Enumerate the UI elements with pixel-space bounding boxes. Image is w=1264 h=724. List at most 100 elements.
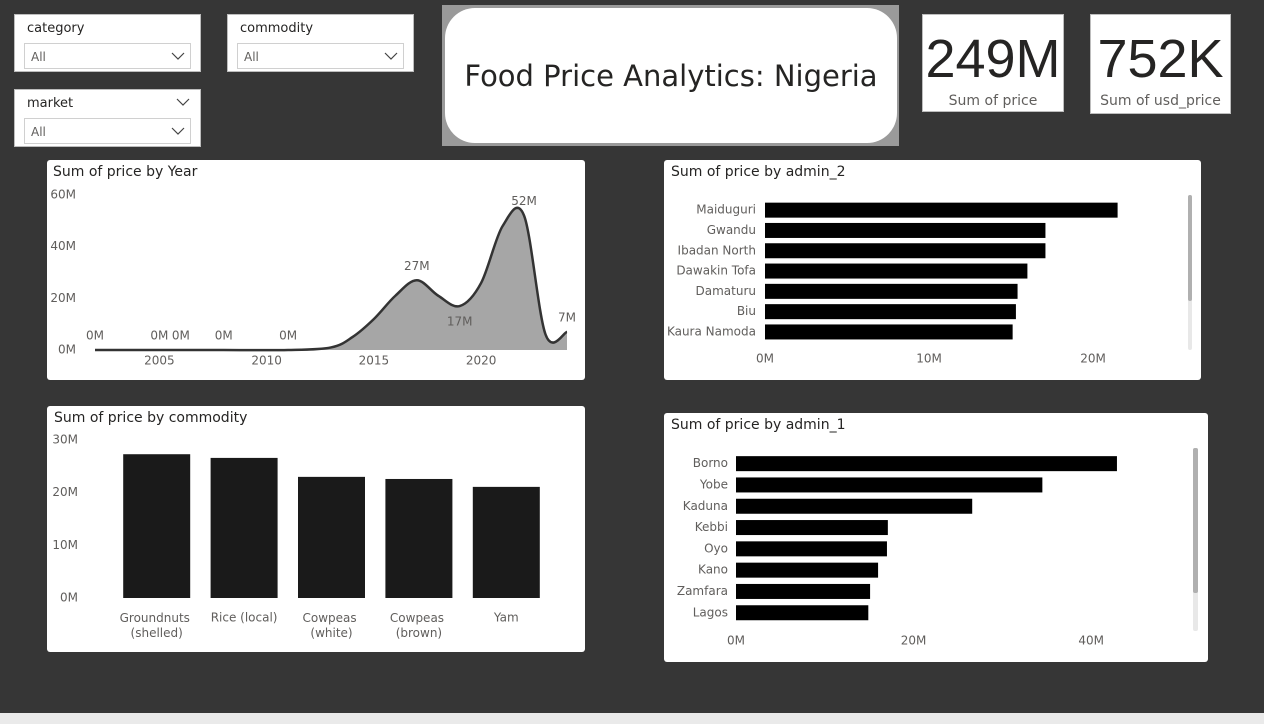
data-label: 0M: [279, 329, 297, 343]
line: [94, 206, 568, 352]
x-tick-label: 0M: [756, 352, 774, 366]
bar: [765, 304, 1016, 320]
dropdown-value: All: [31, 50, 46, 64]
dropdown[interactable]: All: [237, 43, 404, 69]
slicer[interactable]: category All: [14, 14, 201, 72]
slicer[interactable]: commodity All: [227, 14, 414, 72]
data-label: 52M: [511, 194, 537, 208]
bar: [765, 243, 1046, 259]
x-tick-label: 2010: [251, 354, 282, 368]
bar: [765, 283, 1018, 299]
bar: [765, 324, 1013, 340]
x-tick-label: 0M: [727, 634, 745, 648]
kpi-label: Sum of price: [948, 93, 1038, 109]
chart-title: Sum of price by commodity: [54, 410, 247, 426]
y-tick-label: Ibadan North: [678, 243, 756, 257]
y-tick-label: Dawakin Tofa: [676, 264, 756, 278]
bar: [736, 456, 1117, 472]
dropdown[interactable]: All: [24, 118, 191, 144]
chevron[interactable]: [176, 98, 190, 106]
scrollbar-thumb[interactable]: [1188, 195, 1192, 301]
y-tick-label: Zamfara: [677, 584, 728, 598]
slicer-label: category: [27, 21, 85, 36]
x-tick-label: Cowpeas (white): [303, 611, 361, 640]
data-label: 0M: [150, 329, 168, 343]
y-tick-label: 0M: [60, 591, 78, 605]
y-tick-label: 40M: [50, 239, 76, 253]
y-tick-label: Lagos: [693, 605, 728, 619]
bar: [210, 457, 278, 598]
bar: [123, 454, 191, 598]
data-label: 17M: [447, 315, 473, 329]
y-tick-label: Maiduguri: [696, 203, 756, 217]
bar: [736, 520, 888, 536]
area: [95, 207, 567, 351]
y-tick-label: Yobe: [699, 477, 728, 491]
kpi-card: 752K Sum of usd_price: [1090, 14, 1231, 114]
x-tick-label: Yam: [493, 611, 519, 625]
kpi-value: 752K: [1097, 29, 1224, 89]
data-label: 0M: [172, 329, 190, 343]
y-tick-label: Borno: [693, 456, 728, 470]
bar: [765, 222, 1046, 238]
chart-panel: Sum of price by Year 0M 20M 40M 60M 2005 2010…: [47, 160, 585, 380]
bar: [472, 486, 540, 598]
title-box: Food Price Analytics: Nigeria: [442, 5, 899, 146]
data-label: 0M: [215, 329, 233, 343]
x-tick-label: Cowpeas (brown): [390, 611, 448, 640]
x-tick-label: Rice (local): [211, 611, 278, 625]
kpi-label: Sum of usd_price: [1100, 93, 1221, 109]
bar: [736, 562, 879, 578]
bar: [298, 476, 365, 598]
chart-panel: Sum of price by admin_1 0M 20M 40M Borno Yob…: [664, 413, 1208, 662]
bar: [765, 263, 1028, 279]
bar: [736, 605, 869, 621]
data-label: 27M: [404, 259, 430, 273]
y-tick-label: 30M: [52, 433, 78, 447]
y-tick-label: Oyo: [704, 541, 728, 555]
chevron: [171, 127, 185, 135]
slicer-label: market: [27, 96, 74, 111]
bar: [385, 478, 453, 598]
y-tick-label: Biu: [737, 304, 756, 318]
scrollbar-thumb[interactable]: [1193, 448, 1198, 593]
chart-panel: Sum of price by commodity 0M 10M 20M 30M Gro…: [47, 406, 585, 652]
chart: Sum of price by Year 0M 20M 40M 60M 2005 2010…: [50, 164, 576, 368]
y-tick-label: 20M: [50, 291, 76, 305]
x-tick-label: Groundnuts (shelled): [120, 611, 194, 640]
y-tick-label: Kebbi: [695, 520, 728, 534]
x-tick-label: 2015: [359, 354, 390, 368]
chart: Sum of price by admin_1 0M 20M 40M Borno Yob…: [671, 417, 1198, 648]
bar: [765, 202, 1118, 218]
x-tick-label: 2005: [144, 354, 175, 368]
slicer-label: commodity: [240, 21, 314, 36]
y-tick-label: 0M: [58, 343, 76, 357]
y-tick-label: Kano: [698, 563, 728, 577]
bar: [736, 477, 1043, 493]
kpi-value: 249M: [925, 29, 1061, 89]
x-tick-label: 20M: [901, 634, 927, 648]
data-label: 0M: [86, 329, 104, 343]
y-tick-label: Damaturu: [696, 284, 757, 298]
data-label: 7M: [558, 310, 576, 324]
slicer[interactable]: market All: [14, 89, 201, 147]
x-tick-label: 40M: [1078, 634, 1104, 648]
kpi-card: 249M Sum of price: [922, 14, 1064, 112]
x-tick-label: 10M: [916, 352, 942, 366]
y-tick-label: 20M: [52, 485, 78, 499]
page-title: Food Price Analytics: Nigeria: [445, 8, 897, 143]
y-tick-label: Kaduna: [683, 499, 728, 513]
dropdown-value: All: [244, 50, 259, 64]
x-tick-label: 20M: [1080, 352, 1106, 366]
chevron: [384, 52, 398, 60]
chart-panel: Sum of price by admin_2 0M 10M 20M Maidugur…: [664, 160, 1201, 380]
bar: [736, 541, 887, 557]
y-tick-label: 10M: [52, 538, 78, 552]
bar: [736, 498, 973, 514]
dropdown[interactable]: All: [24, 43, 191, 69]
y-tick-label: 60M: [50, 188, 76, 202]
bottom-band: [0, 713, 1264, 724]
y-tick-label: Kaura Namoda: [667, 324, 756, 338]
chart: Sum of price by admin_2 0M 10M 20M Maidugur…: [667, 164, 1192, 366]
